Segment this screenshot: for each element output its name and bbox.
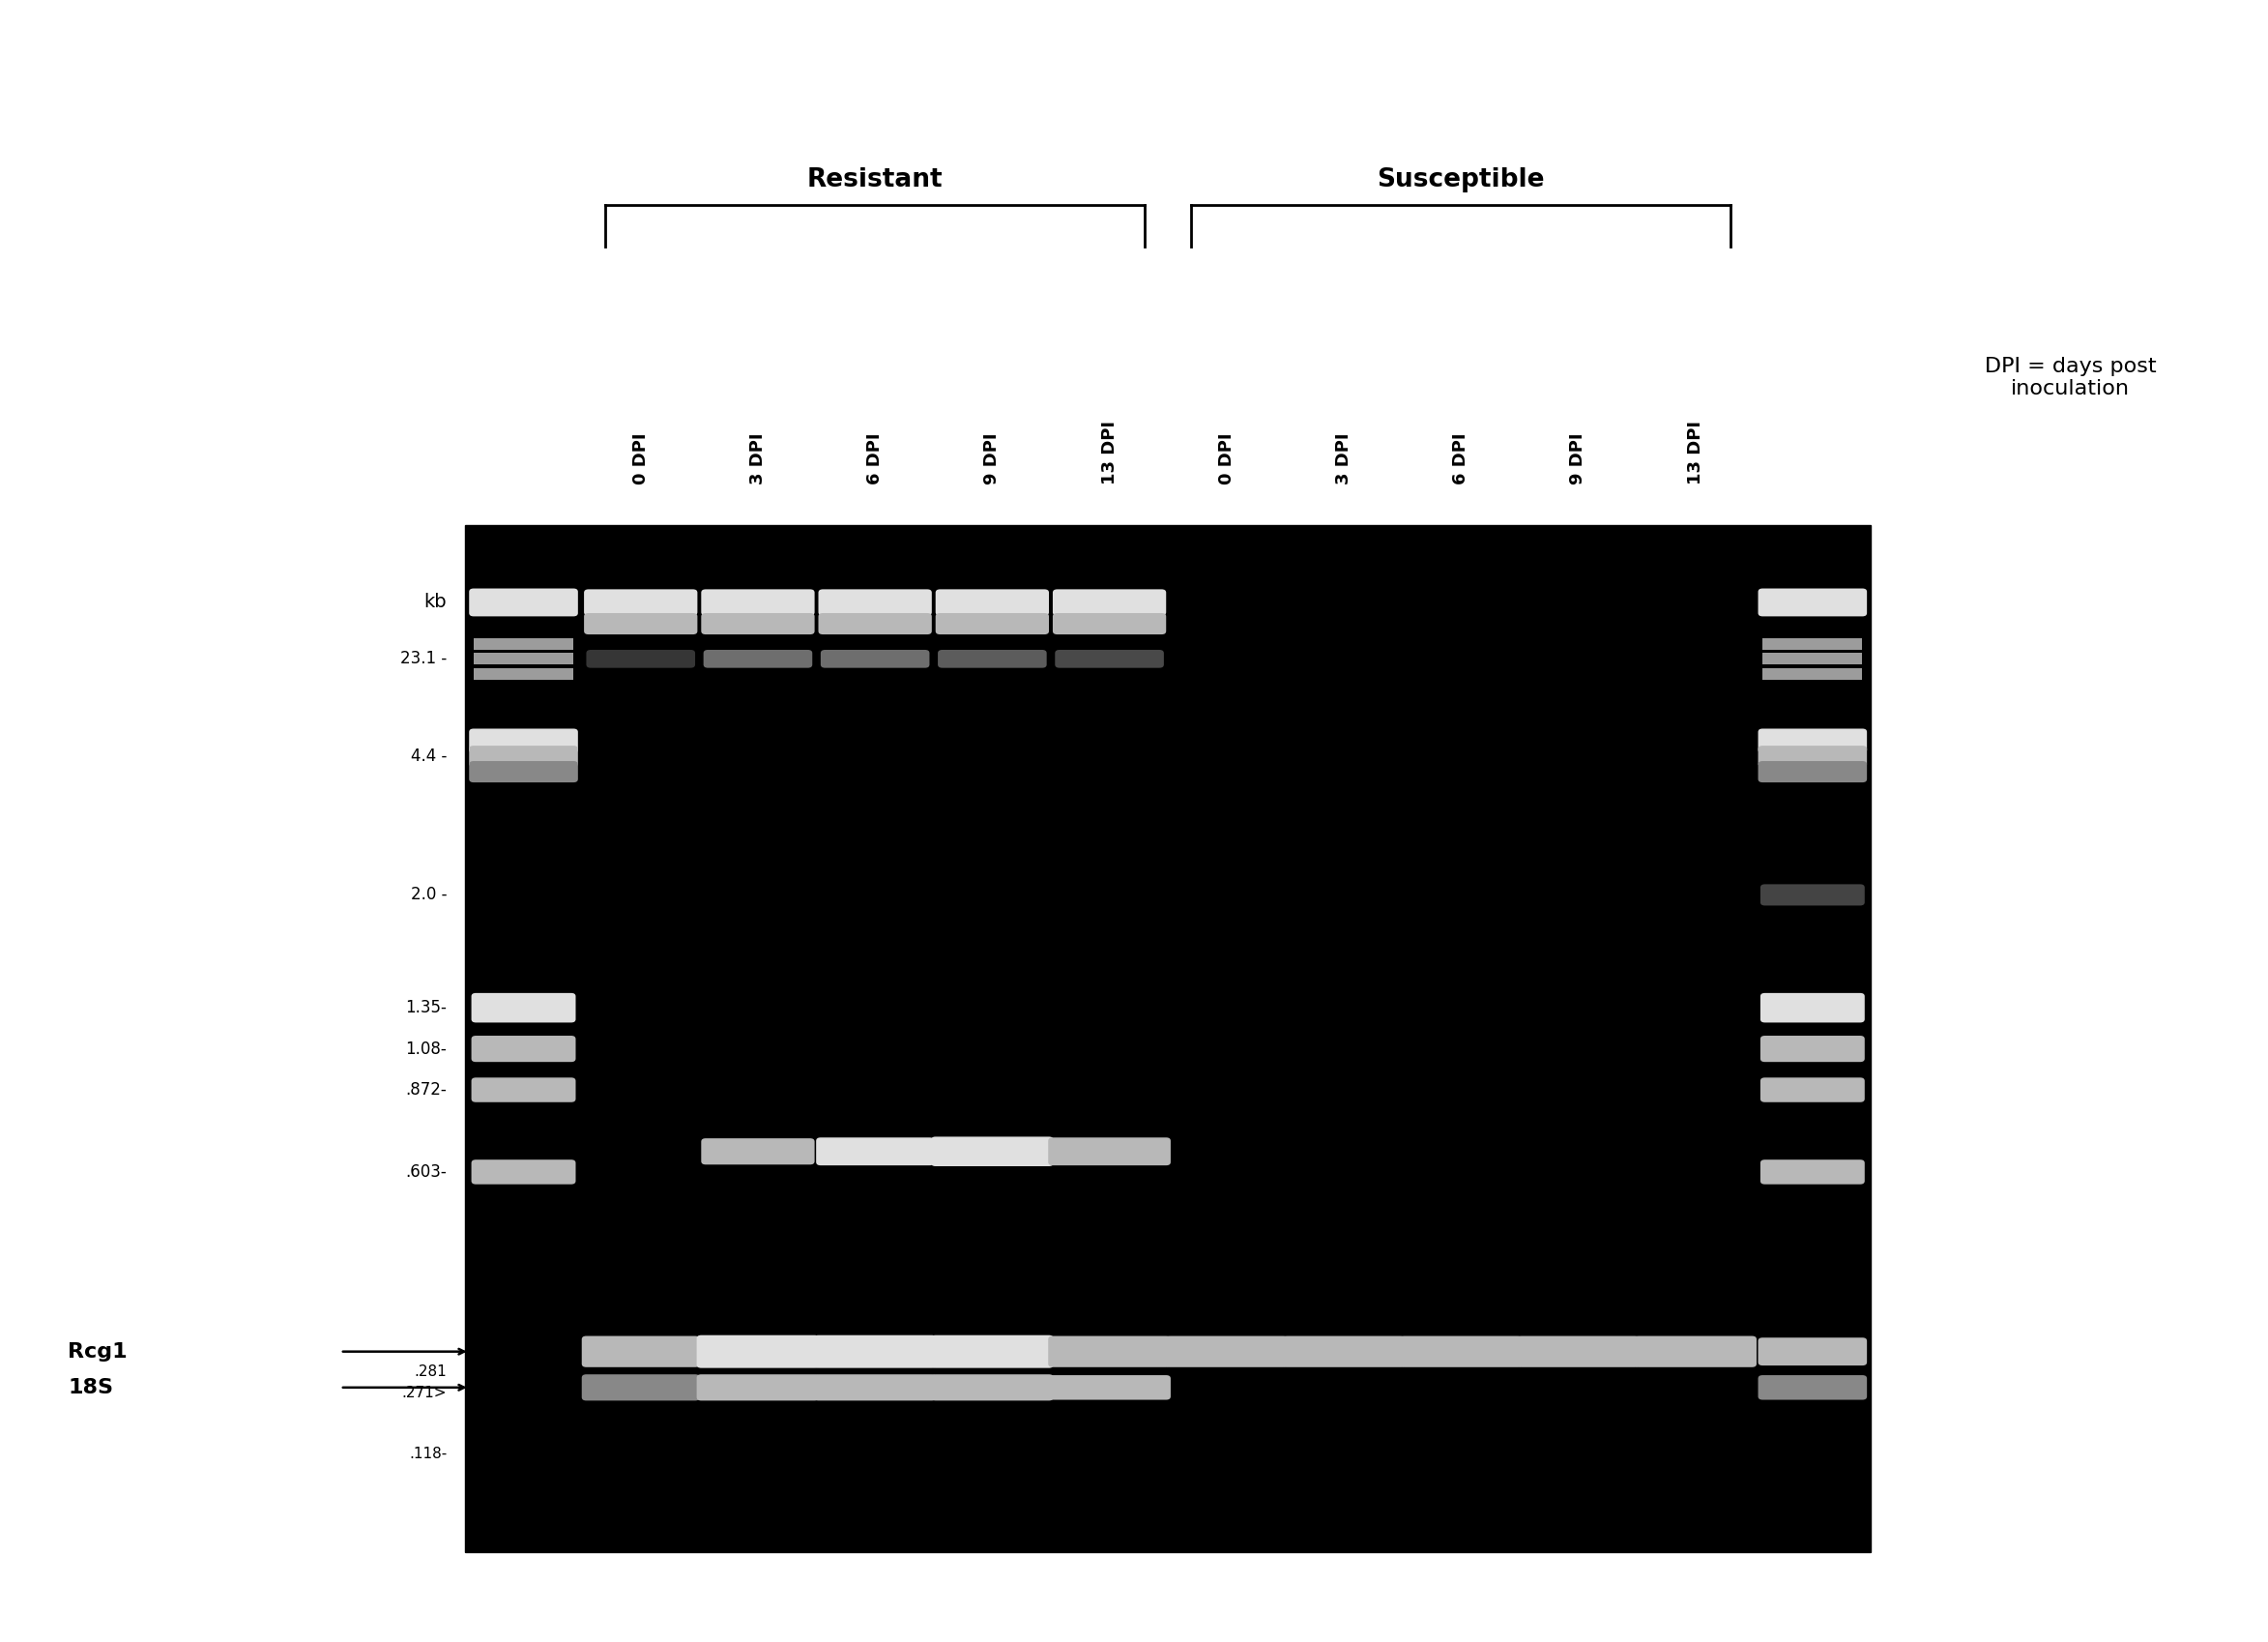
FancyBboxPatch shape bbox=[581, 1374, 699, 1401]
FancyBboxPatch shape bbox=[1166, 1337, 1288, 1368]
Text: 6 DPI: 6 DPI bbox=[1452, 432, 1470, 484]
FancyBboxPatch shape bbox=[472, 1036, 576, 1062]
FancyBboxPatch shape bbox=[939, 650, 1046, 668]
FancyBboxPatch shape bbox=[583, 612, 696, 634]
FancyBboxPatch shape bbox=[1399, 1337, 1522, 1368]
Text: 9 DPI: 9 DPI bbox=[984, 432, 1000, 484]
FancyBboxPatch shape bbox=[816, 1138, 934, 1166]
Text: 13 DPI: 13 DPI bbox=[1687, 420, 1703, 484]
Text: Rcg1: Rcg1 bbox=[68, 1342, 127, 1361]
FancyBboxPatch shape bbox=[1758, 760, 1867, 782]
Text: 0 DPI: 0 DPI bbox=[1218, 432, 1236, 484]
Text: Resistant: Resistant bbox=[807, 167, 943, 192]
Text: .118-: .118- bbox=[408, 1447, 447, 1461]
FancyBboxPatch shape bbox=[585, 650, 694, 668]
FancyBboxPatch shape bbox=[701, 589, 814, 616]
FancyBboxPatch shape bbox=[1048, 1138, 1170, 1166]
FancyBboxPatch shape bbox=[696, 1335, 819, 1368]
FancyBboxPatch shape bbox=[1517, 1337, 1640, 1368]
FancyBboxPatch shape bbox=[821, 650, 930, 668]
FancyBboxPatch shape bbox=[1633, 1337, 1755, 1368]
FancyBboxPatch shape bbox=[1760, 1077, 1864, 1102]
Text: 3 DPI: 3 DPI bbox=[1336, 432, 1352, 484]
FancyBboxPatch shape bbox=[472, 1159, 576, 1184]
FancyBboxPatch shape bbox=[703, 650, 812, 668]
FancyBboxPatch shape bbox=[934, 612, 1048, 634]
FancyBboxPatch shape bbox=[1052, 612, 1166, 634]
FancyBboxPatch shape bbox=[581, 1337, 699, 1368]
FancyBboxPatch shape bbox=[1760, 1159, 1864, 1184]
Text: 9 DPI: 9 DPI bbox=[1569, 432, 1588, 484]
FancyBboxPatch shape bbox=[696, 1374, 819, 1401]
Text: 3 DPI: 3 DPI bbox=[748, 432, 767, 484]
FancyBboxPatch shape bbox=[1048, 1376, 1170, 1399]
FancyBboxPatch shape bbox=[819, 612, 932, 634]
FancyBboxPatch shape bbox=[583, 589, 696, 616]
FancyBboxPatch shape bbox=[1758, 729, 1867, 754]
FancyBboxPatch shape bbox=[701, 1138, 814, 1164]
FancyBboxPatch shape bbox=[934, 589, 1048, 616]
Text: .271>: .271> bbox=[401, 1386, 447, 1401]
FancyBboxPatch shape bbox=[930, 1335, 1052, 1368]
FancyBboxPatch shape bbox=[1758, 1376, 1867, 1399]
FancyBboxPatch shape bbox=[1048, 1337, 1170, 1368]
FancyBboxPatch shape bbox=[814, 1335, 937, 1368]
Text: 18S: 18S bbox=[68, 1378, 113, 1397]
FancyBboxPatch shape bbox=[1284, 1337, 1406, 1368]
FancyBboxPatch shape bbox=[1758, 588, 1867, 616]
Text: 6 DPI: 6 DPI bbox=[866, 432, 885, 484]
Bar bbox=[1762, 654, 1862, 665]
Text: 23.1 -: 23.1 - bbox=[399, 650, 447, 668]
FancyBboxPatch shape bbox=[701, 612, 814, 634]
FancyBboxPatch shape bbox=[1760, 993, 1864, 1023]
Text: 1.08-: 1.08- bbox=[406, 1039, 447, 1057]
Bar bbox=[465, 525, 1871, 1552]
FancyBboxPatch shape bbox=[469, 760, 578, 782]
Bar bbox=[474, 668, 574, 680]
Text: 0 DPI: 0 DPI bbox=[633, 432, 649, 484]
FancyBboxPatch shape bbox=[814, 1374, 937, 1401]
Bar bbox=[474, 639, 574, 650]
FancyBboxPatch shape bbox=[930, 1374, 1052, 1401]
Text: Susceptible: Susceptible bbox=[1377, 167, 1545, 192]
Bar bbox=[1762, 639, 1862, 650]
FancyBboxPatch shape bbox=[472, 993, 576, 1023]
FancyBboxPatch shape bbox=[1760, 1036, 1864, 1062]
FancyBboxPatch shape bbox=[1760, 883, 1864, 906]
Text: 2.0 -: 2.0 - bbox=[411, 887, 447, 903]
FancyBboxPatch shape bbox=[469, 745, 578, 767]
FancyBboxPatch shape bbox=[469, 588, 578, 616]
FancyBboxPatch shape bbox=[1052, 589, 1166, 616]
Text: 1.35-: 1.35- bbox=[406, 998, 447, 1016]
FancyBboxPatch shape bbox=[1758, 745, 1867, 767]
FancyBboxPatch shape bbox=[1055, 650, 1163, 668]
Bar bbox=[1762, 668, 1862, 680]
FancyBboxPatch shape bbox=[1758, 1338, 1867, 1366]
Text: .281: .281 bbox=[415, 1365, 447, 1379]
Bar bbox=[474, 654, 574, 665]
FancyBboxPatch shape bbox=[472, 1077, 576, 1102]
FancyBboxPatch shape bbox=[469, 729, 578, 754]
Text: .872-: .872- bbox=[406, 1080, 447, 1098]
Text: kb: kb bbox=[424, 593, 447, 611]
Text: .603-: .603- bbox=[406, 1163, 447, 1181]
Text: 4.4 -: 4.4 - bbox=[411, 747, 447, 765]
Text: DPI = days post
inoculation: DPI = days post inoculation bbox=[1984, 356, 2157, 399]
FancyBboxPatch shape bbox=[819, 589, 932, 616]
FancyBboxPatch shape bbox=[930, 1136, 1052, 1166]
Text: 13 DPI: 13 DPI bbox=[1100, 420, 1118, 484]
